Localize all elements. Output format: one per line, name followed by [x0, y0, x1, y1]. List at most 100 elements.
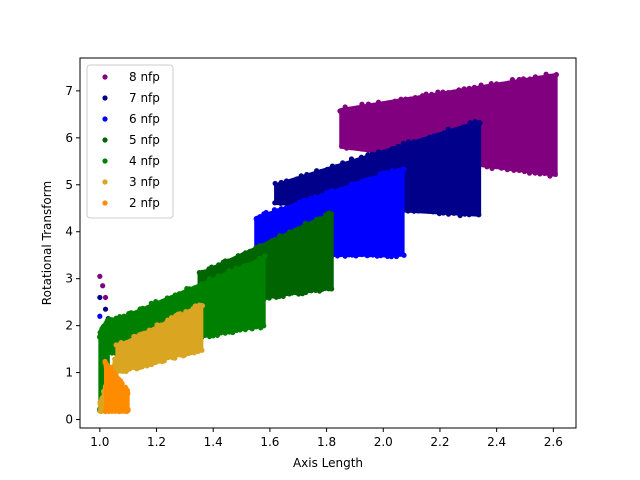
data-point: [359, 251, 365, 258]
data-point: [511, 167, 517, 173]
data-point: [484, 164, 490, 170]
data-point: [114, 355, 121, 361]
data-point: [226, 267, 232, 273]
x-tick-label: 2.2: [430, 435, 449, 449]
data-point: [401, 166, 407, 172]
x-tick-label: 1.6: [260, 435, 279, 449]
data-point: [384, 170, 391, 176]
data-point: [460, 124, 467, 130]
data-point: [128, 310, 134, 316]
data-point: [504, 167, 510, 173]
data-point: [426, 208, 432, 214]
data-point: [249, 326, 255, 332]
data-point: [365, 152, 371, 158]
data-point: [261, 323, 267, 329]
data-point: [319, 193, 325, 199]
data-point: [222, 272, 229, 278]
data-point: [171, 316, 177, 323]
x-tick-label: 2.6: [544, 435, 563, 449]
data-point: [400, 140, 406, 147]
data-point: [353, 105, 360, 111]
data-point: [283, 233, 290, 239]
data-point: [516, 76, 522, 83]
plot-frame: [79, 57, 577, 429]
legend-item: 2 nfp: [102, 196, 160, 210]
y-axis: 0 1 2 3 4 5 6 7: [65, 84, 80, 427]
data-point: [406, 139, 412, 145]
data-point: [106, 316, 112, 322]
data-point: [263, 209, 269, 216]
data-point: [445, 211, 452, 217]
data-point: [272, 200, 278, 206]
data-point: [309, 172, 315, 178]
data-point: [344, 145, 350, 151]
data-point: [262, 253, 268, 259]
y-axis-label: Rotational Transform: [40, 181, 54, 305]
data-point: [296, 199, 302, 205]
data-point: [478, 82, 484, 88]
data-point: [493, 163, 499, 170]
data-point: [259, 243, 266, 249]
data-point: [100, 283, 106, 289]
x-tick-label: 1.4: [204, 435, 223, 449]
data-point: [272, 180, 278, 187]
data-point: [553, 72, 559, 78]
legend-marker: [102, 158, 108, 164]
legend-item: 6 nfp: [102, 112, 160, 126]
data-point: [398, 96, 404, 102]
data-point: [319, 216, 325, 222]
data-point: [140, 305, 146, 312]
data-point: [451, 210, 457, 216]
data-point: [476, 212, 482, 218]
data-point: [117, 314, 123, 320]
data-point: [462, 211, 468, 217]
data-point: [369, 151, 375, 157]
data-point: [97, 294, 103, 301]
data-point: [420, 137, 427, 143]
data-point: [509, 76, 515, 83]
data-point: [121, 313, 127, 319]
data-point: [382, 101, 388, 108]
data-point: [452, 128, 458, 134]
x-tick-label: 2.4: [487, 435, 506, 449]
data-point: [283, 178, 290, 184]
data-point: [109, 350, 115, 356]
data-point: [329, 286, 335, 292]
x-axis-label: Axis Length: [293, 456, 363, 470]
data-point: [202, 332, 209, 338]
data-point: [102, 294, 109, 301]
data-point: [285, 205, 291, 211]
data-point: [338, 251, 344, 258]
data-point: [456, 126, 462, 132]
data-point: [348, 156, 355, 162]
legend-marker: [102, 137, 108, 143]
data-point: [436, 210, 442, 217]
data-point: [245, 262, 251, 268]
data-point: [278, 179, 284, 186]
data-point: [354, 158, 360, 164]
data-point: [435, 89, 441, 95]
data-point: [543, 71, 549, 77]
data-point: [168, 295, 174, 301]
data-point: [387, 100, 393, 106]
data-point: [195, 284, 202, 290]
data-point: [129, 338, 135, 344]
data-point: [302, 220, 308, 226]
data-point: [456, 87, 462, 93]
data-point: [186, 286, 193, 292]
data-point: [484, 84, 490, 90]
y-tick-label: 6: [65, 131, 73, 145]
data-point: [375, 149, 381, 155]
data-point: [415, 139, 421, 145]
data-point: [253, 324, 259, 330]
data-point: [323, 190, 329, 196]
data-point: [279, 234, 285, 240]
data-point: [309, 220, 316, 226]
data-point: [412, 94, 418, 101]
data-point: [420, 208, 426, 214]
data-point: [407, 96, 414, 102]
data-point: [401, 252, 407, 258]
data-point: [222, 330, 228, 336]
data-point: [242, 250, 249, 256]
